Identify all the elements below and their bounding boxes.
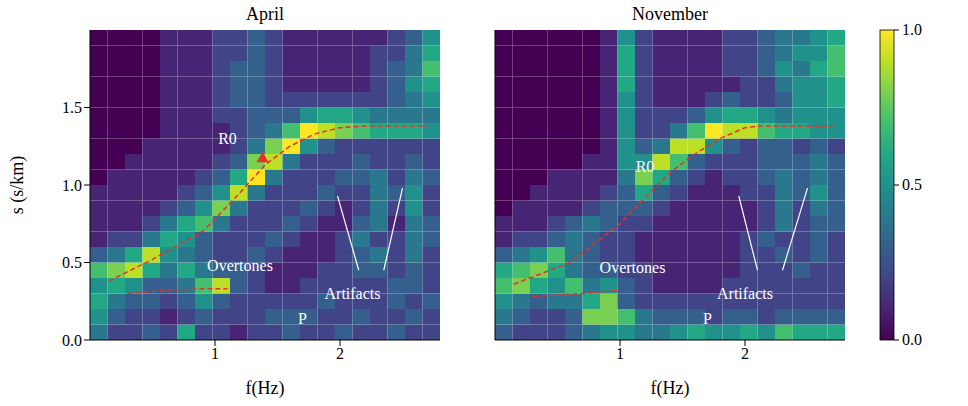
svg-text:Overtones: Overtones	[207, 257, 273, 274]
svg-text:Artifacts: Artifacts	[325, 285, 381, 302]
svg-text:1.0: 1.0	[902, 21, 922, 38]
svg-text:f(Hz): f(Hz)	[246, 378, 285, 399]
svg-text:0.0: 0.0	[902, 331, 922, 348]
svg-text:f(Hz): f(Hz)	[651, 378, 690, 399]
svg-text:0.5: 0.5	[62, 254, 82, 271]
svg-text:R0: R0	[636, 158, 655, 175]
svg-text:Overtones: Overtones	[600, 259, 666, 276]
svg-text:1: 1	[211, 345, 219, 362]
svg-text:2: 2	[336, 345, 344, 362]
svg-text:Artifacts: Artifacts	[717, 285, 773, 302]
svg-text:0.0: 0.0	[62, 332, 82, 349]
svg-text:1.0: 1.0	[62, 177, 82, 194]
html-text:April: April	[246, 4, 284, 24]
svg-text:R0: R0	[218, 130, 237, 147]
svg-text:s (s/km): s (s/km)	[7, 156, 28, 215]
svg-text:0.5: 0.5	[902, 176, 922, 193]
html-text:November: November	[632, 4, 708, 24]
svg-text:1.5: 1.5	[62, 99, 82, 116]
svg-text:1: 1	[616, 345, 624, 362]
svg-text:P: P	[298, 310, 307, 327]
svg-text:P: P	[703, 310, 712, 327]
svg-text:2: 2	[741, 345, 749, 362]
